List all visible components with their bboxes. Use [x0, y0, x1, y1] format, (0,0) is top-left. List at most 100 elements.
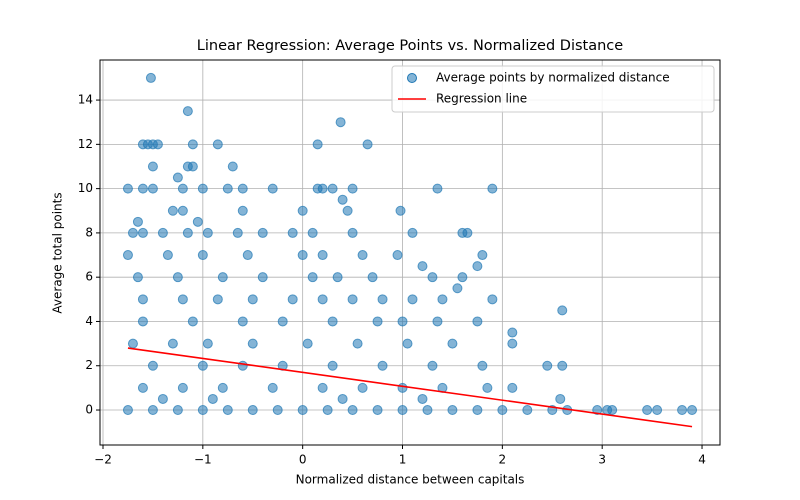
plot-frame — [99, 59, 721, 446]
point — [592, 405, 603, 416]
point — [417, 261, 428, 272]
point — [427, 272, 438, 283]
point — [652, 405, 663, 416]
point — [347, 183, 358, 194]
point — [147, 161, 158, 172]
y-tick-label: 4 — [85, 314, 93, 328]
point — [317, 183, 328, 194]
point — [307, 227, 318, 238]
point — [457, 272, 468, 283]
point — [137, 382, 148, 393]
x-tick-label: 4 — [698, 453, 706, 467]
point — [157, 393, 168, 404]
point — [147, 405, 158, 416]
point — [187, 139, 198, 150]
point — [167, 205, 178, 216]
point — [347, 294, 358, 305]
x-axis-label: Normalized distance between capitals — [296, 473, 525, 487]
point — [557, 305, 568, 316]
point — [422, 405, 433, 416]
point — [472, 316, 483, 327]
point — [297, 205, 308, 216]
point — [177, 183, 188, 194]
point — [267, 382, 278, 393]
point — [407, 294, 418, 305]
point — [462, 227, 473, 238]
point — [237, 316, 248, 327]
point — [187, 316, 198, 327]
point — [357, 250, 368, 261]
point — [137, 227, 148, 238]
point — [192, 216, 203, 227]
point — [187, 161, 198, 172]
point — [447, 338, 458, 349]
point — [257, 227, 268, 238]
point — [417, 393, 428, 404]
y-tick-label: 0 — [85, 403, 93, 417]
point — [377, 360, 388, 371]
point — [182, 106, 193, 117]
point — [197, 360, 208, 371]
point — [392, 250, 403, 261]
chart-title: Linear Regression: Average Points vs. No… — [197, 38, 623, 54]
point — [432, 183, 443, 194]
point — [137, 316, 148, 327]
x-tick-label: 3 — [598, 453, 606, 467]
point — [437, 294, 448, 305]
point — [237, 205, 248, 216]
point — [242, 250, 253, 261]
point — [172, 405, 183, 416]
point — [317, 382, 328, 393]
point — [122, 183, 133, 194]
point — [217, 272, 228, 283]
point — [122, 405, 133, 416]
x-tick-label: 2 — [499, 453, 507, 467]
legend-swatch — [407, 73, 417, 83]
legend: Average points by normalized distance Reg… — [391, 65, 715, 113]
point — [247, 338, 258, 349]
point — [642, 405, 653, 416]
point — [472, 261, 483, 272]
y-tick-label: 8 — [85, 225, 93, 239]
point — [222, 183, 233, 194]
point — [202, 338, 213, 349]
point — [322, 405, 333, 416]
point — [127, 227, 138, 238]
point — [357, 382, 368, 393]
point — [337, 194, 348, 205]
point — [402, 338, 413, 349]
legend-label: Regression line — [436, 92, 527, 106]
point — [272, 405, 283, 416]
point — [507, 338, 518, 349]
point — [137, 294, 148, 305]
x-tick-label: −1 — [194, 453, 212, 467]
point — [132, 272, 143, 283]
point — [317, 250, 328, 261]
point — [507, 382, 518, 393]
point — [167, 338, 178, 349]
point — [237, 183, 248, 194]
point — [507, 327, 518, 338]
point — [232, 227, 243, 238]
point — [202, 227, 213, 238]
point — [207, 393, 218, 404]
point — [407, 227, 418, 238]
point — [327, 183, 338, 194]
point — [367, 272, 378, 283]
point — [177, 205, 188, 216]
regression-line — [127, 347, 693, 428]
legend-box — [391, 65, 715, 113]
point — [212, 139, 223, 150]
point — [212, 294, 223, 305]
point — [222, 405, 233, 416]
point — [337, 393, 348, 404]
point — [687, 405, 698, 416]
point — [397, 316, 408, 327]
point — [297, 405, 308, 416]
point — [477, 250, 488, 261]
point — [277, 316, 288, 327]
legend-label: Average points by normalized distance — [436, 71, 670, 85]
point — [177, 294, 188, 305]
point — [447, 405, 458, 416]
